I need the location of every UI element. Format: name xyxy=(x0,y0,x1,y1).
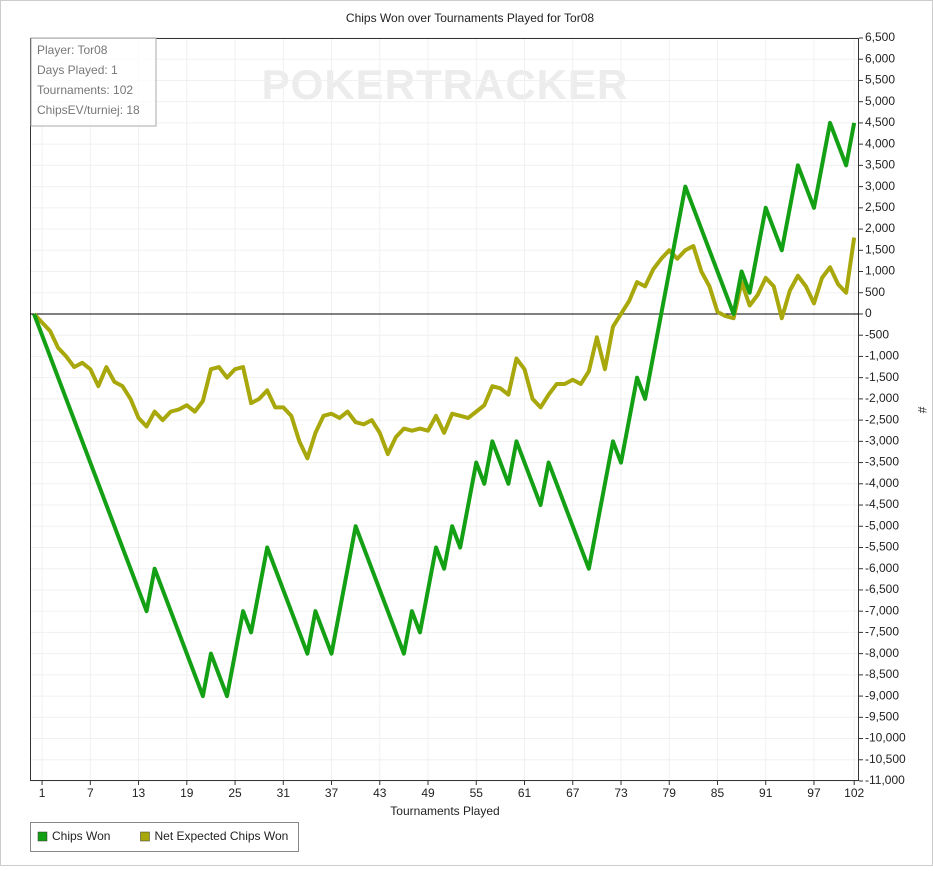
y-tick-label: -7,000 xyxy=(865,603,899,617)
y-tick-label: -3,500 xyxy=(865,455,899,469)
y-tick-label: -1,500 xyxy=(865,370,899,384)
y-tick-label: 6,500 xyxy=(865,30,895,44)
y-tick-label: -8,000 xyxy=(865,646,899,660)
x-tick-label: 97 xyxy=(807,786,821,800)
y-tick-label: -10,500 xyxy=(865,752,906,766)
y-tick-label: -4,500 xyxy=(865,497,899,511)
info-text: Player: Tor08 xyxy=(37,43,108,57)
y-tick-label: -9,000 xyxy=(865,688,899,702)
info-text: Tournaments: 102 xyxy=(37,83,133,97)
y-tick-label: -2,500 xyxy=(865,412,899,426)
y-tick-label: 2,000 xyxy=(865,221,895,235)
y-tick-label: 2,500 xyxy=(865,200,895,214)
legend-swatch xyxy=(140,831,150,842)
y-tick-label: 3,500 xyxy=(865,158,895,172)
x-tick-label: 25 xyxy=(228,786,242,800)
x-tick-label: 31 xyxy=(277,786,291,800)
x-tick-label: 67 xyxy=(566,786,580,800)
x-tick-label: 61 xyxy=(518,786,532,800)
y-tick-label: -11,000 xyxy=(865,773,905,787)
y-tick-label: -4,000 xyxy=(865,476,899,490)
info-text: Days Played: 1 xyxy=(37,63,118,77)
chart-title: Chips Won over Tournaments Played for To… xyxy=(346,11,594,25)
y-tick-label: -9,500 xyxy=(865,709,899,723)
info-box xyxy=(30,37,157,127)
y-tick-label: -7,500 xyxy=(865,625,899,639)
y-tick-label: 1,000 xyxy=(865,264,895,278)
x-tick-label: 79 xyxy=(663,786,677,800)
y-tick-label: -8,500 xyxy=(865,667,899,681)
x-tick-label: 55 xyxy=(470,786,484,800)
y-tick-label: -5,500 xyxy=(865,540,899,554)
y-tick-label: 4,500 xyxy=(865,115,895,129)
x-axis-label: Tournaments Played xyxy=(390,804,499,818)
watermark: POKERTRACKER xyxy=(262,61,629,108)
y-tick-label: -6,500 xyxy=(865,582,899,596)
y-tick-label: -6,000 xyxy=(865,561,899,575)
x-tick-label: 7 xyxy=(87,786,94,800)
y-tick-label: 0 xyxy=(865,306,872,320)
y-tick-label: -500 xyxy=(865,327,889,341)
x-tick-label: 102 xyxy=(844,786,864,800)
x-tick-label: 1 xyxy=(39,786,46,800)
y-tick-label: -1,000 xyxy=(865,349,899,363)
info-text: ChipsEV/turniej: 18 xyxy=(37,103,140,117)
y-tick-label: 500 xyxy=(865,285,885,299)
legend-label: Net Expected Chips Won xyxy=(154,829,288,843)
x-tick-label: 19 xyxy=(180,786,194,800)
x-tick-label: 43 xyxy=(373,786,387,800)
y-axis-label: # xyxy=(915,407,929,414)
legend-label: Chips Won xyxy=(52,829,110,843)
y-tick-label: -5,000 xyxy=(865,518,899,532)
x-tick-label: 73 xyxy=(614,786,628,800)
legend-swatch xyxy=(37,831,48,842)
y-tick-label: 5,500 xyxy=(865,73,895,87)
plot-frame xyxy=(30,38,859,781)
legend xyxy=(30,822,299,852)
x-tick-label: 91 xyxy=(759,786,773,800)
x-tick-label: 49 xyxy=(421,786,435,800)
x-tick-label: 37 xyxy=(325,786,339,800)
x-tick-label: 13 xyxy=(132,786,146,800)
series-line xyxy=(32,237,857,461)
y-tick-label: 3,000 xyxy=(865,179,895,193)
y-tick-label: 4,000 xyxy=(865,136,895,150)
y-tick-label: -2,000 xyxy=(865,391,899,405)
series-line xyxy=(32,120,857,699)
y-tick-label: -3,000 xyxy=(865,434,899,448)
y-tick-label: 1,500 xyxy=(865,242,895,256)
y-tick-label: -10,000 xyxy=(865,731,906,745)
y-tick-label: 6,000 xyxy=(865,51,895,65)
x-tick-label: 85 xyxy=(711,786,725,800)
y-tick-label: 5,000 xyxy=(865,94,895,108)
